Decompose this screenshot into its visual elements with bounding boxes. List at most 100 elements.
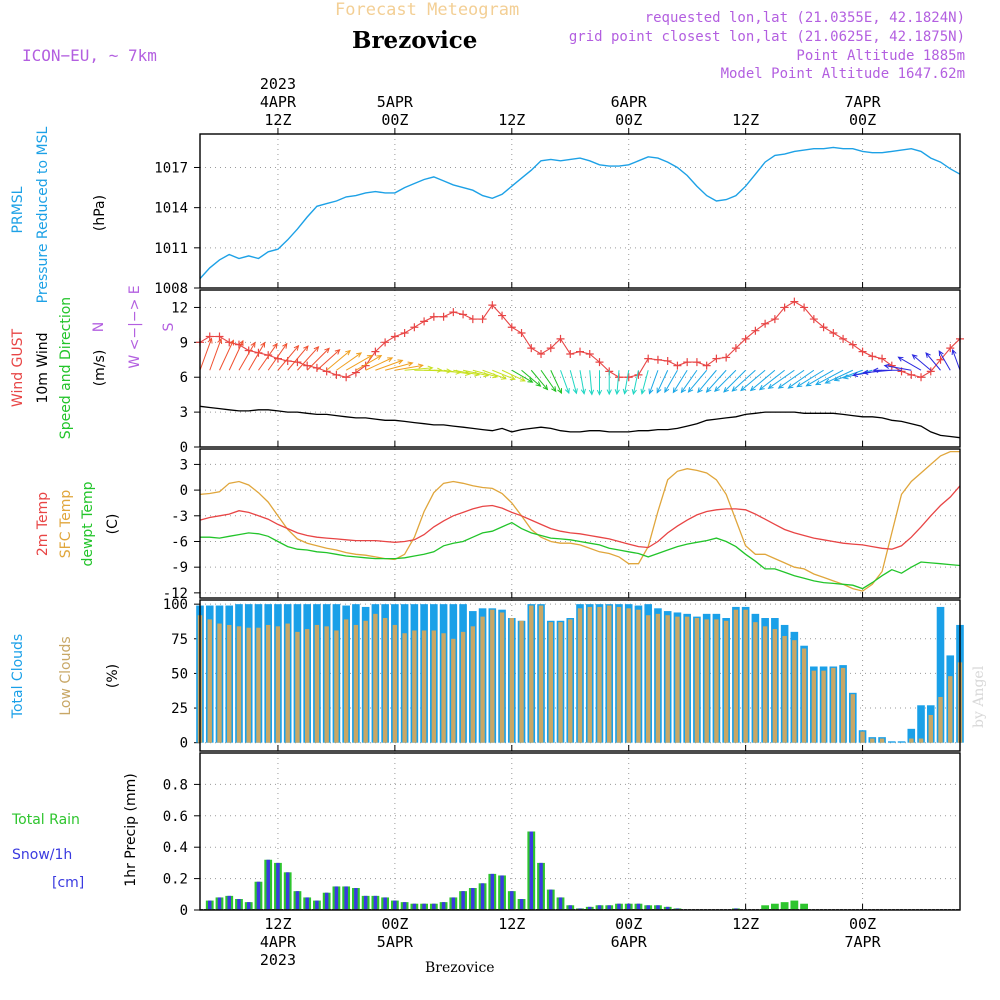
low-cloud-bar — [421, 630, 427, 743]
snow-bar — [626, 903, 631, 910]
model-altitude: Model Point Altitude 1647.62m — [721, 66, 965, 82]
top-time-label: 00Z — [381, 111, 408, 129]
low-cloud-bar — [412, 630, 417, 743]
y-tick-label: 0 — [180, 736, 188, 752]
gust-point — [517, 329, 526, 338]
wind-direction-arrow — [697, 369, 717, 393]
wind-direction-arrow — [219, 340, 234, 371]
snow-legend: Snow/1h — [12, 847, 72, 863]
snow-bar — [558, 897, 563, 910]
arrow-head — [680, 387, 687, 394]
gust-point — [663, 356, 672, 365]
low-cloud-bar — [675, 616, 680, 743]
gust-point — [653, 355, 662, 364]
snow-bar — [665, 906, 670, 910]
gust-point — [624, 373, 633, 382]
total-clouds-axis-title: Total Clouds — [10, 634, 26, 719]
wind-direction-arrow — [316, 349, 340, 371]
top-time-label: 5APR — [377, 93, 414, 111]
low-cloud-bar — [402, 633, 407, 743]
bottom-time-label: 12Z — [732, 915, 759, 933]
gust-point — [585, 349, 594, 358]
y-tick-label: 1014 — [154, 201, 188, 217]
gust-point — [761, 319, 770, 328]
arrow-head — [376, 355, 383, 361]
bottom-time-label: 7APR — [845, 933, 882, 951]
gust-point — [839, 334, 848, 343]
snow-bar — [539, 862, 543, 910]
gust-point — [429, 312, 438, 321]
bottom-time-label: 00Z — [381, 915, 408, 933]
arrow-head — [345, 349, 351, 356]
low-cloud-bar — [684, 616, 690, 743]
low-cloud-bar — [207, 619, 212, 743]
gust-point — [858, 347, 867, 356]
wind-direction-arrow — [550, 370, 562, 394]
low-cloud-bar — [811, 670, 817, 743]
arrow-head — [777, 383, 784, 389]
arrow-head — [687, 386, 694, 393]
snow-bar — [207, 900, 212, 910]
low-cloud-bar — [558, 622, 563, 743]
arrow-head — [542, 384, 549, 391]
low-cloud-bar — [772, 629, 778, 743]
bottom-time-label: 12Z — [264, 915, 291, 933]
rain-bar — [780, 902, 789, 910]
gust-point — [468, 315, 477, 324]
snow-bar — [656, 905, 660, 910]
snow-bar — [422, 903, 426, 910]
bottom-time-label: 6APR — [611, 933, 648, 951]
top-time-label: 4APR — [260, 93, 297, 111]
low-cloud-bar — [938, 696, 943, 743]
gust-point — [692, 358, 701, 367]
wind-direction-arrow — [681, 369, 698, 393]
gust-point — [848, 340, 857, 349]
side-labels: PRMSL Pressure Reduced to MSL (hPa) Wind GU… — [10, 126, 177, 891]
low-cloud-bar — [616, 606, 622, 743]
gust-point — [527, 344, 536, 353]
low-cloud-bar — [646, 615, 651, 743]
snow-bar — [617, 903, 621, 910]
compass-north: N — [91, 322, 107, 332]
arrow-head — [580, 388, 586, 395]
low-cloud-bar — [246, 627, 251, 743]
gust-point — [556, 334, 565, 343]
snow-bar — [266, 859, 270, 910]
wind-direction-arrow — [511, 369, 533, 383]
snow-bar — [334, 886, 339, 910]
arrow-head — [250, 341, 256, 348]
arrow-head — [815, 380, 822, 386]
low-cloud-bar — [460, 631, 466, 743]
wind-direction-arrow — [884, 365, 912, 371]
arrow-head — [293, 344, 300, 351]
wind-direction-arrow — [209, 338, 222, 371]
arrow-head — [631, 389, 637, 396]
gust-point — [878, 354, 887, 363]
low-cloud-bar — [227, 624, 232, 743]
arrow-head — [519, 376, 526, 382]
wind-direction-arrow — [394, 364, 423, 371]
total-cloud-bar — [917, 705, 925, 743]
wind-direction-arrow — [355, 355, 382, 371]
wind-direction-arrow — [912, 354, 932, 371]
y-tick-label: 50 — [171, 666, 188, 682]
low-cloud-bar — [860, 731, 865, 743]
top-time-label: 12Z — [264, 111, 291, 129]
arrow-head — [324, 347, 330, 354]
gust-point — [731, 344, 740, 353]
snow-unit: [cm] — [52, 875, 84, 891]
location-title: Brezovice — [352, 27, 477, 54]
bottom-time-label: 00Z — [615, 915, 642, 933]
top-time-label: 00Z — [615, 111, 642, 129]
low-cloud-bar — [373, 613, 378, 743]
gust-point — [400, 329, 409, 338]
wind-direction-arrow — [938, 350, 951, 371]
wind-direction-arrow — [482, 369, 506, 380]
wind-direction-axis-title: Speed and Direction — [58, 297, 74, 439]
arrow-head — [731, 386, 738, 392]
low-cloud-bar — [665, 615, 670, 743]
watermark: by Angel — [971, 665, 987, 728]
gust-point — [917, 373, 926, 382]
y-tick-label: 75 — [171, 632, 188, 648]
arrow-head — [697, 387, 703, 394]
